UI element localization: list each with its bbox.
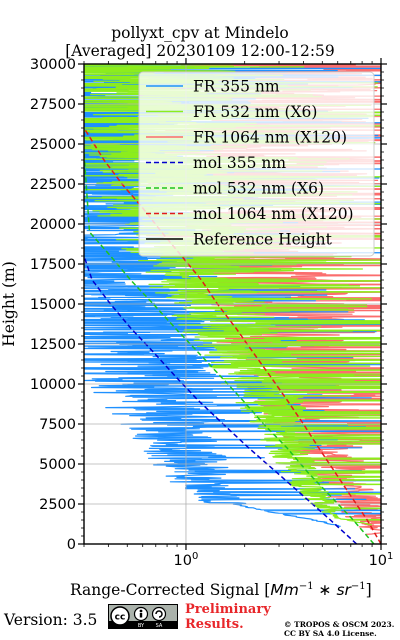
chart-title-line1: pollyxt_cpv at Mindelo xyxy=(111,24,289,42)
chart-title-line2: [Averaged] 20230109 12:00-12:59 xyxy=(65,42,335,60)
x-axis-label: Range-Corrected Signal [Mm−1 ∗ sr−1] xyxy=(70,581,372,600)
preliminary-text: Preliminary xyxy=(185,602,271,617)
preliminary-notice: Preliminary Results. xyxy=(185,602,271,632)
version-label: Version: 3.5 xyxy=(4,611,98,629)
svg-text:cc: cc xyxy=(115,613,126,623)
y-tick-label: 20000 xyxy=(30,217,76,233)
legend-label: mol 355 nm xyxy=(193,154,286,172)
y-tick-label: 27500 xyxy=(30,97,76,113)
legend-label: FR 532 nm (X6) xyxy=(193,103,317,121)
legend-label: Reference Height xyxy=(193,231,333,249)
y-tick-label: 5000 xyxy=(39,457,76,473)
y-tick-label: 22500 xyxy=(30,177,76,193)
y-tick-label: 10000 xyxy=(30,377,76,393)
cc-license-badge: cc BY SA xyxy=(108,604,178,629)
copyright-line2: CC BY SA 4.0 License. xyxy=(284,629,377,638)
x-tick-label: 100 xyxy=(174,551,199,569)
y-tick-label: 0 xyxy=(67,537,76,553)
y-tick-label: 12500 xyxy=(30,337,76,353)
y-tick-label: 7500 xyxy=(39,417,76,433)
copyright-line1: © TROPOS & OSCM 2023. xyxy=(284,620,395,629)
results-text: Results. xyxy=(185,617,244,632)
legend-label: FR 1064 nm (X120) xyxy=(193,129,347,147)
legend-label: FR 355 nm xyxy=(193,78,280,96)
y-tick-label: 17500 xyxy=(30,257,76,273)
legend-label: mol 532 nm (X6) xyxy=(193,180,324,198)
svg-text:SA: SA xyxy=(156,623,163,628)
y-axis-label: Height (m) xyxy=(0,261,18,347)
y-tick-label: 25000 xyxy=(30,137,76,153)
y-tick-label: 2500 xyxy=(39,497,76,513)
legend-label: mol 1064 nm (X120) xyxy=(193,205,354,223)
fr532-line xyxy=(84,64,381,526)
x-tick-label: 101 xyxy=(369,551,394,569)
svg-text:BY: BY xyxy=(138,623,145,628)
cc-by-sa-icon: cc BY SA xyxy=(109,606,177,629)
y-tick-label: 15000 xyxy=(30,297,76,313)
copyright-notice: © TROPOS & OSCM 2023. CC BY SA 4.0 Licen… xyxy=(284,620,394,638)
legend-box xyxy=(138,71,375,257)
y-tick-label: 30000 xyxy=(30,57,76,73)
